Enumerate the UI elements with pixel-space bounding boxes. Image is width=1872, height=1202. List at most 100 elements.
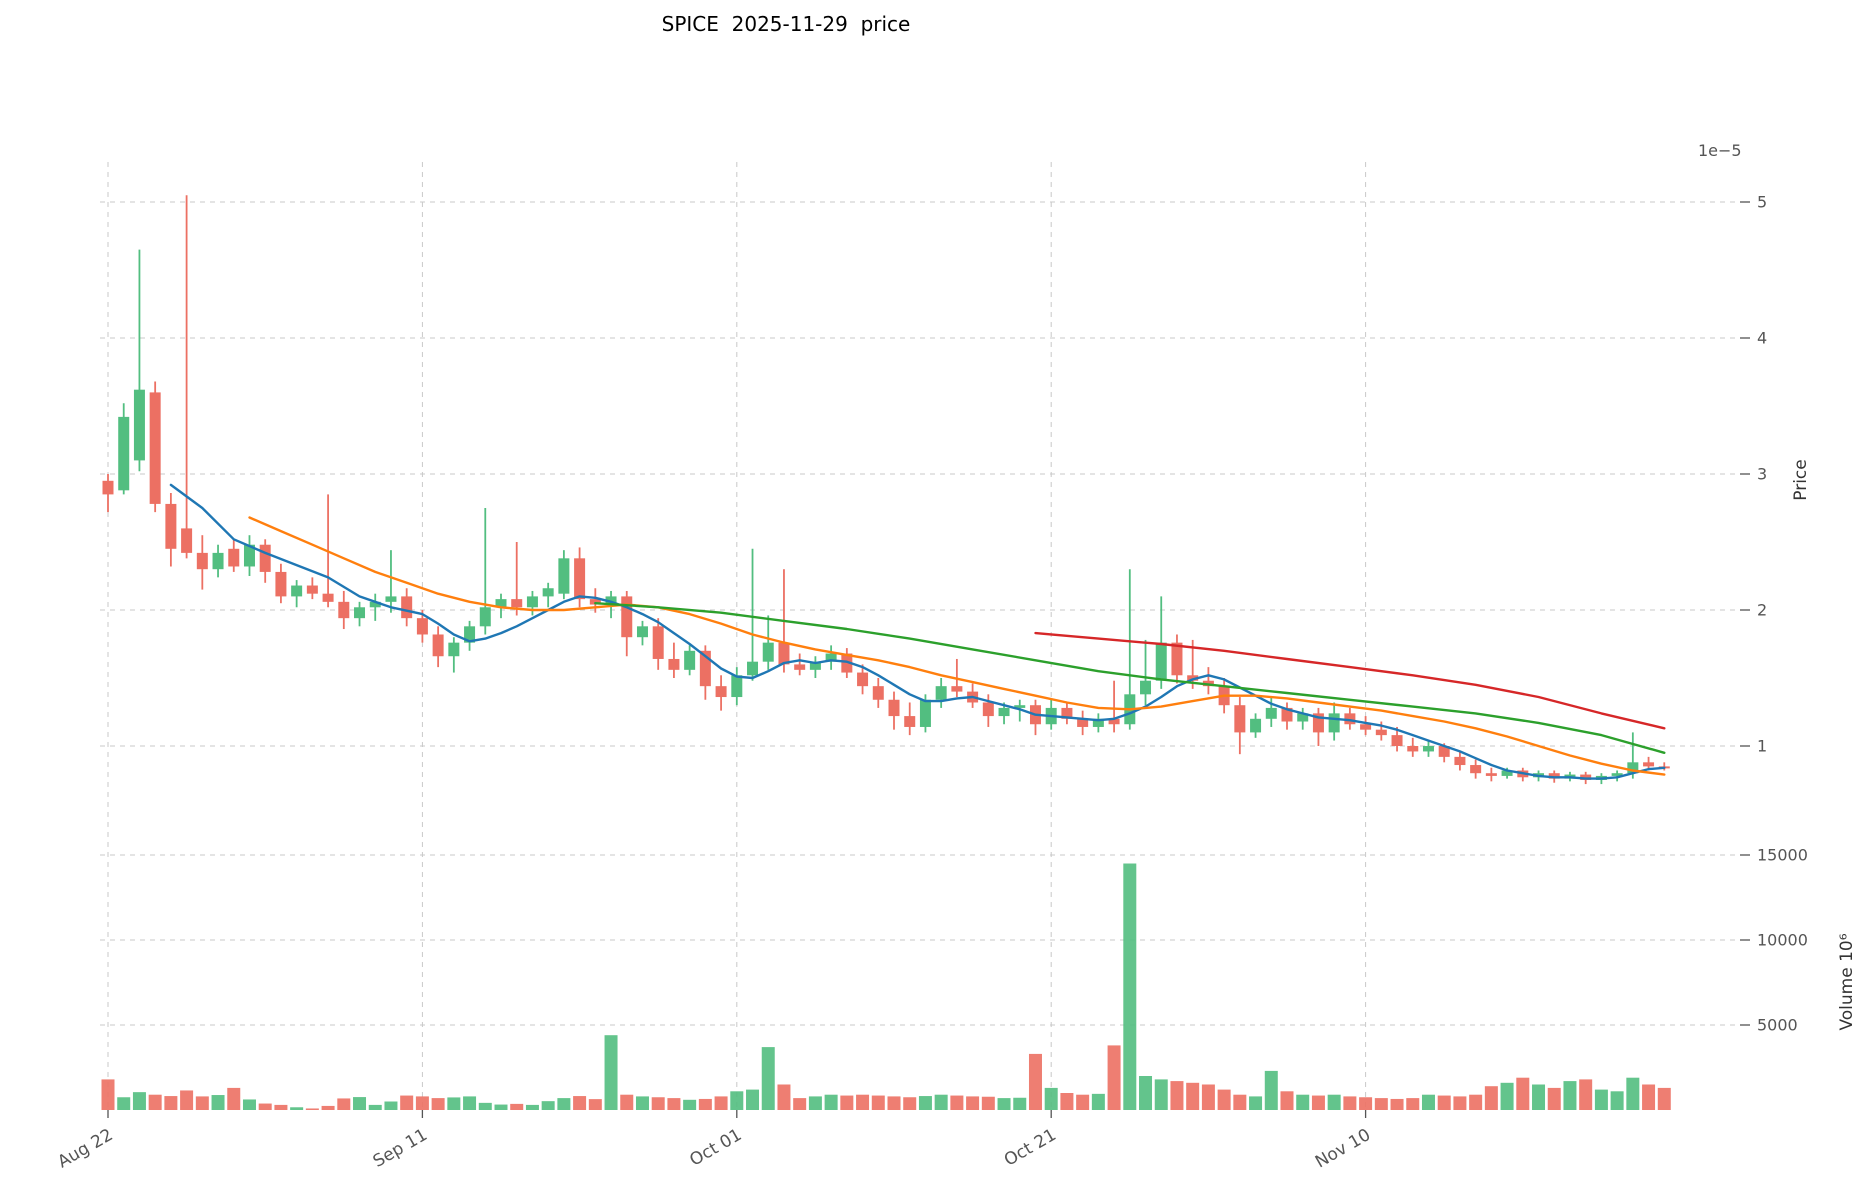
volume-bar xyxy=(1469,1094,1483,1110)
candle-body xyxy=(1627,762,1639,774)
volume-bar xyxy=(1579,1079,1593,1110)
candle-body xyxy=(825,653,837,662)
volume-bar xyxy=(415,1096,429,1110)
volume-bar xyxy=(447,1097,461,1110)
volume-bar xyxy=(1484,1086,1498,1110)
candle-body xyxy=(212,552,224,570)
volume-bar xyxy=(1091,1093,1105,1110)
candle-body xyxy=(574,558,586,600)
volume-bar xyxy=(1657,1087,1671,1110)
candle-body xyxy=(228,548,240,567)
candle-body xyxy=(935,686,947,700)
volume-bar xyxy=(290,1107,304,1110)
candle-body xyxy=(1407,746,1419,752)
volume-bar xyxy=(981,1096,995,1110)
candle-body xyxy=(526,596,538,608)
candle-body xyxy=(1643,762,1655,767)
candle-body xyxy=(1265,707,1277,719)
candle-body xyxy=(1140,680,1152,695)
volume-bar xyxy=(180,1090,194,1110)
candle-body xyxy=(1375,729,1387,736)
volume-bar xyxy=(1311,1095,1325,1110)
candle-body xyxy=(181,528,193,553)
candle-body xyxy=(1501,770,1513,776)
candle-body xyxy=(416,618,428,635)
ma-line-short-blue xyxy=(169,483,1666,780)
candle-body xyxy=(432,634,444,657)
candle-body xyxy=(1328,713,1340,733)
volume-bar xyxy=(148,1094,162,1110)
candle-body xyxy=(1485,773,1497,776)
volume-bar xyxy=(1390,1098,1404,1110)
volume-bar xyxy=(934,1094,948,1110)
candle-body xyxy=(857,672,869,687)
candle-body xyxy=(589,599,601,605)
candle-body xyxy=(794,664,806,670)
candle-body xyxy=(243,544,255,567)
volume-bar xyxy=(746,1089,760,1110)
volume-bar xyxy=(1563,1081,1577,1110)
candle-body xyxy=(369,601,381,608)
candle-body xyxy=(904,716,916,727)
volume-bar xyxy=(997,1098,1011,1110)
candle-body xyxy=(495,599,507,608)
volume-bar xyxy=(761,1047,775,1110)
volume-bar xyxy=(1076,1094,1090,1110)
candle-body xyxy=(401,596,413,619)
volume-bar xyxy=(1013,1097,1027,1110)
volume-bar xyxy=(903,1097,917,1110)
volume-bar xyxy=(557,1098,571,1110)
volume-bar xyxy=(337,1098,351,1110)
volume-bar xyxy=(856,1094,870,1110)
volume-bar xyxy=(1532,1084,1546,1110)
candle-body xyxy=(731,675,743,698)
price-tick-label: 1 xyxy=(1757,737,1767,756)
candle-body xyxy=(1580,774,1592,780)
candle-body xyxy=(919,699,931,727)
volume-bar xyxy=(195,1096,209,1110)
volume-bar xyxy=(1217,1089,1231,1110)
volume-bar xyxy=(368,1104,382,1110)
candle-body xyxy=(778,642,790,665)
volume-bar xyxy=(101,1079,115,1110)
price-tick-label: 2 xyxy=(1757,601,1767,620)
volume-bar xyxy=(793,1098,807,1110)
candle-body xyxy=(1297,713,1309,722)
volume-bar xyxy=(1060,1093,1074,1110)
volume-bar xyxy=(635,1096,649,1110)
candle-body xyxy=(621,596,633,638)
candle-body xyxy=(1312,713,1324,733)
volume-bar xyxy=(227,1087,241,1110)
volume-bar xyxy=(1374,1098,1388,1110)
candle-body xyxy=(684,650,696,670)
candle-body xyxy=(605,596,617,605)
volume-bar xyxy=(1123,863,1137,1110)
candle-body xyxy=(385,596,397,602)
candle-body xyxy=(196,552,208,570)
candle-body xyxy=(982,702,994,717)
volume-bar xyxy=(258,1103,272,1110)
candle-body xyxy=(636,626,648,638)
volume-bar xyxy=(1186,1082,1200,1110)
candle-body xyxy=(1092,718,1104,727)
candle-body xyxy=(102,480,114,495)
volume-tick-label: 15000 xyxy=(1757,846,1808,865)
volume-bar xyxy=(1044,1087,1058,1110)
volume-bar xyxy=(840,1095,854,1110)
candle-body xyxy=(1454,756,1466,766)
candle-body xyxy=(118,416,130,491)
volume-bar xyxy=(242,1099,256,1110)
volume-bar xyxy=(431,1098,445,1110)
candle-body xyxy=(1422,746,1434,752)
candle-body xyxy=(951,686,963,692)
volume-bar xyxy=(824,1094,838,1110)
volume-bar xyxy=(1516,1077,1530,1110)
candle-body xyxy=(888,699,900,717)
ma-line-mid-orange xyxy=(248,516,1666,776)
candle-body xyxy=(306,585,318,594)
candle-body xyxy=(809,661,821,670)
candle-body xyxy=(747,661,759,676)
volume-bar xyxy=(510,1103,524,1110)
candle-body xyxy=(1391,735,1403,746)
volume-bar xyxy=(1201,1084,1215,1110)
